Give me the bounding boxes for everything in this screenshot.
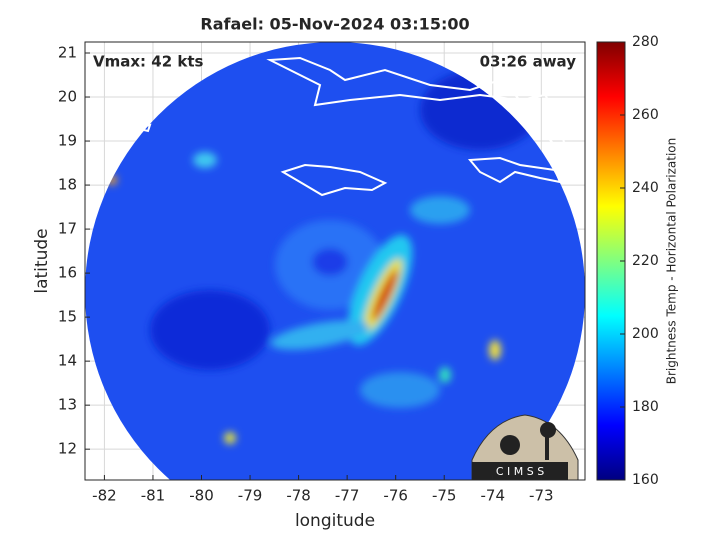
colorbar-tick-label: 180 xyxy=(632,399,659,415)
y-tick-label: 17 xyxy=(58,220,77,238)
y-tick-label: 20 xyxy=(58,88,77,106)
x-tick-label: -76 xyxy=(383,487,408,505)
logo-text: C I M S S xyxy=(496,465,544,478)
colorbar-tick-label: 220 xyxy=(632,253,659,269)
y-tick-label: 18 xyxy=(58,176,77,194)
y-tick-label: 16 xyxy=(58,264,77,282)
y-tick-label: 12 xyxy=(58,440,77,458)
annotation: Vmax: 42 kts xyxy=(93,53,203,71)
y-tick-label: 15 xyxy=(58,308,77,326)
x-tick-label: -77 xyxy=(335,487,360,505)
swath-image xyxy=(85,42,585,480)
colorbar-tick-label: 160 xyxy=(632,472,659,488)
x-tick-label: -74 xyxy=(481,487,506,505)
x-tick-label: -78 xyxy=(286,487,311,505)
x-tick-label: -80 xyxy=(189,487,214,505)
colorbar-tick-label: 200 xyxy=(632,326,659,342)
axes-box xyxy=(84,41,586,481)
y-axis-label: latitude xyxy=(32,228,52,293)
colorbar-tick-label: 280 xyxy=(632,34,659,50)
annotation: 03:26 away xyxy=(480,53,577,71)
x-axis-label: longitude xyxy=(295,511,375,531)
logo: C I M S S xyxy=(471,414,579,481)
y-tick-label: 14 xyxy=(58,352,77,370)
colorbar-tick-label: 240 xyxy=(632,180,659,196)
y-tick-label: 13 xyxy=(58,396,77,414)
chart-title: Rafael: 05-Nov-2024 03:15:00 xyxy=(200,15,469,34)
colorbar-tick-label: 260 xyxy=(632,107,659,123)
x-tick-label: -81 xyxy=(141,487,166,505)
x-tick-label: -79 xyxy=(238,487,263,505)
y-tick-label: 19 xyxy=(58,132,77,150)
x-tick-label: -73 xyxy=(529,487,554,505)
x-tick-label: -82 xyxy=(92,487,117,505)
y-tick-label: 21 xyxy=(58,44,77,62)
colorbar-label: Brightness Temp - Horizontal Polarizatio… xyxy=(665,138,679,385)
x-tick-label: -75 xyxy=(432,487,457,505)
